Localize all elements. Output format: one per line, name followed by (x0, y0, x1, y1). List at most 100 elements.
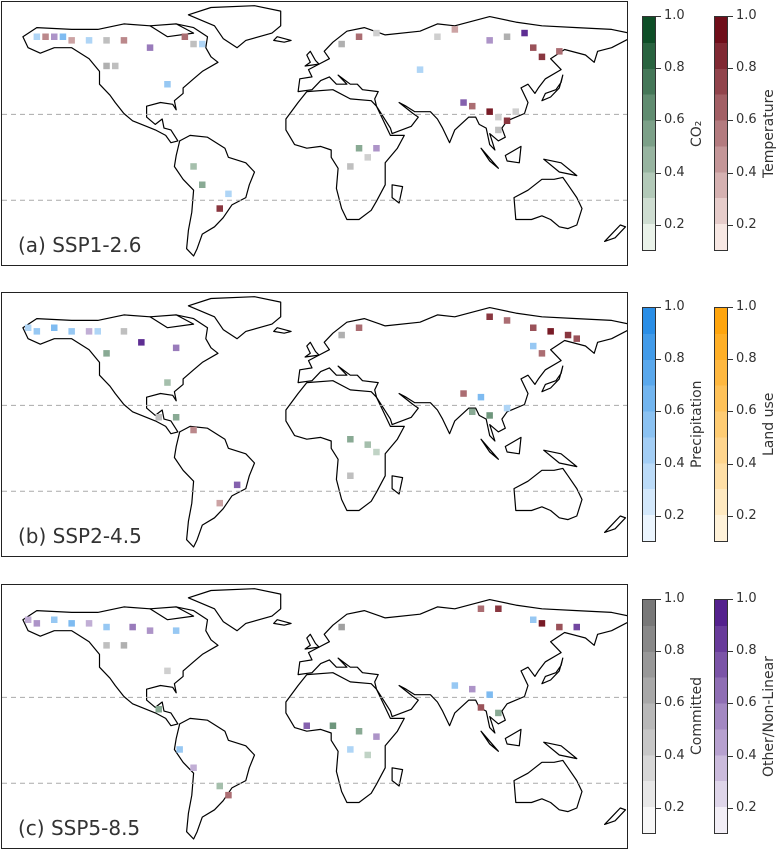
grid-cell (155, 414, 162, 421)
grid-cell (329, 722, 337, 729)
landmass-outline (504, 728, 522, 747)
grid-cell (495, 709, 502, 717)
landmass-outline (22, 314, 219, 435)
grid-cell (68, 620, 75, 627)
grid-cell (59, 33, 67, 40)
colorbar-title: CO₂ (689, 120, 705, 147)
grid-cell (164, 379, 171, 386)
colorbar-tick-label: 0.2 (656, 799, 685, 815)
grid-cell (477, 605, 485, 612)
landmass-outline (513, 467, 583, 521)
grid-cell (451, 682, 459, 689)
colorbar-tick-label: 1.0 (728, 8, 757, 23)
colorbar-tick-label: 0.4 (656, 455, 685, 471)
colorbar (714, 599, 728, 834)
landmass-outline (603, 515, 627, 533)
grid-cell (556, 48, 563, 55)
grid-cell (547, 328, 554, 335)
grid-cell (347, 472, 354, 479)
grid-cell (538, 53, 546, 61)
grid-cell (199, 181, 206, 188)
grid-cell (503, 317, 511, 324)
grid-cell (33, 620, 41, 627)
landmass-outline (513, 176, 583, 230)
colorbar-tick-label: 0.2 (728, 799, 757, 815)
grid-cell (164, 81, 171, 88)
grid-cell (103, 642, 110, 649)
colorbar (642, 307, 656, 542)
landmass-outline (22, 23, 219, 144)
landmass-outline (504, 436, 522, 455)
landmass-outline (297, 599, 627, 734)
colorbar-tick-label: 0.2 (728, 216, 757, 232)
grid-cell (355, 728, 363, 735)
colorbar-tick-label: 0.4 (656, 747, 685, 763)
map-panel-ssp245: (b) SSP2-4.5 (1, 292, 628, 557)
colorbar-tick-label: 0.6 (728, 695, 757, 711)
grid-cell (486, 691, 493, 698)
colorbar-tick-label: 0.2 (728, 507, 757, 523)
grid-cell (503, 404, 511, 412)
grid-cell (556, 623, 563, 631)
grid-cell (495, 113, 502, 121)
landmass-outline (480, 147, 499, 169)
colorbar-tick-label: 1.0 (728, 299, 757, 314)
landmass-outline (391, 475, 404, 495)
colorbar-tick-label: 1.0 (656, 591, 685, 606)
grid-cell (103, 623, 110, 631)
grid-cell (181, 33, 189, 40)
grid-cell (164, 667, 171, 675)
grid-cell (503, 117, 511, 124)
landmass-outline (304, 633, 320, 650)
world-map (2, 5, 627, 257)
grid-cell (364, 441, 371, 448)
grid-cell (155, 706, 162, 713)
landmass-outline (541, 74, 564, 102)
grid-cell (129, 623, 136, 631)
landmass-outline (149, 314, 195, 329)
landmass-outline (513, 759, 583, 813)
grid-cell (538, 620, 546, 627)
grid-cell (172, 627, 180, 634)
landmass-outline (187, 5, 282, 49)
landmass-outline (543, 449, 578, 468)
colorbar-tick-label: 0.4 (728, 747, 757, 763)
landmass-outline (173, 425, 256, 548)
landmass-outline (304, 50, 320, 67)
landmass-outline (285, 89, 405, 221)
grid-cell (338, 40, 345, 48)
colorbar-tick-label: 0.4 (656, 164, 685, 180)
grid-cell (355, 33, 363, 40)
grid-cell (347, 436, 354, 443)
landmass-outline (285, 380, 405, 512)
grid-cell (199, 40, 206, 48)
colorbar-title: Temperature (761, 89, 777, 178)
grid-cell (364, 154, 371, 161)
landmass-outline (173, 717, 256, 840)
grid-cell (146, 44, 154, 51)
landmass-outline (541, 657, 564, 685)
grid-cell (347, 163, 354, 170)
grid-cell (103, 37, 110, 44)
colorbar-tick-label: 0.6 (656, 695, 685, 711)
grid-cell (512, 108, 519, 115)
grid-cell (68, 328, 75, 335)
grid-cell (477, 393, 485, 401)
map-panel-ssp126: (a) SSP1-2.6 (1, 1, 628, 266)
grid-cell (486, 412, 493, 419)
colorbar-tick-label: 0.6 (728, 112, 757, 128)
landmass-outline (304, 341, 320, 358)
grid-cell (146, 627, 154, 634)
colorbar-tick-label: 0.4 (728, 455, 757, 471)
grid-cell (486, 37, 493, 44)
landmass-outline (173, 134, 256, 257)
grid-cell (42, 33, 49, 40)
grid-cell (112, 62, 119, 70)
grid-cell (103, 350, 110, 357)
grid-cell (503, 33, 511, 40)
grid-cell (416, 66, 424, 73)
grid-cell (85, 620, 93, 627)
landmass-outline (187, 296, 282, 340)
grid-cell (451, 26, 459, 33)
landmass-outline (603, 224, 627, 242)
